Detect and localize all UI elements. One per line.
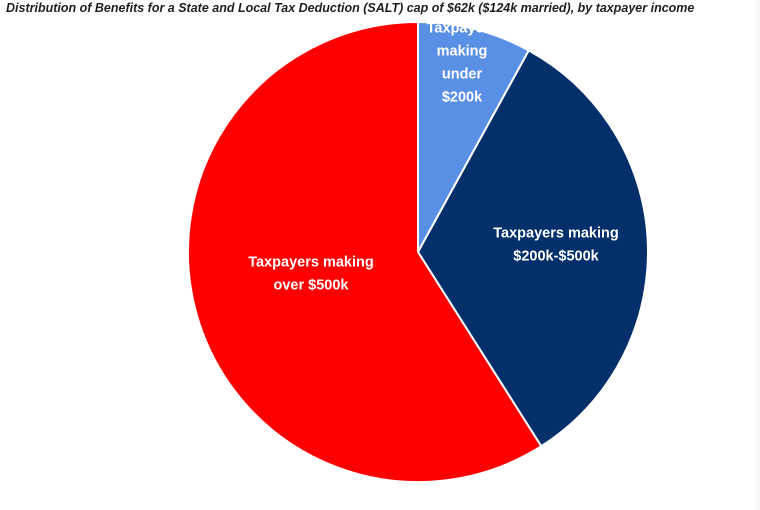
- right-edge-shadow: [752, 0, 760, 510]
- slice-200k-500k: [416, 49, 649, 448]
- label-over-500k: Taxpayers making over $500k: [248, 255, 373, 294]
- label-under-200k: Taxpayers making under $200k: [427, 21, 498, 106]
- label-200k-500k: Taxpayers making $200k-$500k: [493, 226, 618, 265]
- chart-title: Distribution of Benefits for a State and…: [6, 1, 695, 15]
- slice-over-500k: [187, 20, 543, 483]
- slice-under-200k: [417, 20, 531, 253]
